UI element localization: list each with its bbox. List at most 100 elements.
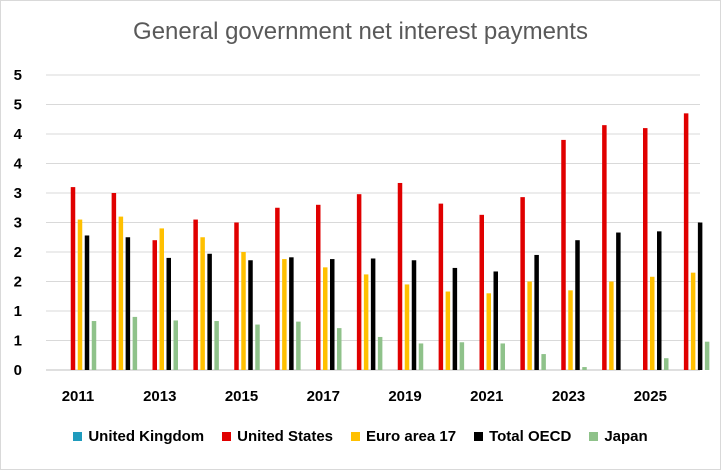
bar-total-oecd [330,259,335,370]
bar-united-states [111,193,117,370]
bar-euro-area-17 [323,267,328,370]
chart-legend: United Kingdom United States Euro area 17 T… [0,428,721,445]
chart-title: General government net interest payments [133,18,588,45]
bar-euro-area-17 [568,290,573,370]
bar-total-oecd [534,254,539,370]
bar-total-oecd [657,231,662,370]
bar-united-states [397,182,403,370]
bar-total-oecd [697,222,703,370]
bar-euro-area-17 [527,281,532,370]
legend-label: Total OECD [489,428,572,445]
legend-item: United Kingdom [73,428,204,445]
bar-japan [704,341,710,370]
bar-united-states [683,113,689,370]
bar-united-states [234,222,239,370]
legend-swatch [474,432,484,441]
bar-total-oecd [370,258,376,370]
bar-euro-area-17 [445,291,451,370]
bar-euro-area-17 [241,252,246,370]
bar-japan [500,343,505,370]
x-tick-label: 2013 [143,388,176,405]
bar-euro-area-17 [486,293,491,370]
bar-japan [214,321,219,370]
bar-japan [91,321,97,370]
y-tick-label: 4 [14,126,23,143]
bar-united-states [643,128,648,370]
y-tick-label: 5 [14,97,22,114]
bar-total-oecd [166,257,171,370]
bar-euro-area-17 [200,237,205,370]
bar-euro-area-17 [650,276,655,370]
x-tick-label: 2023 [552,388,585,405]
legend-item: Euro area 17 [351,428,456,445]
x-tick-label: 2017 [307,388,340,405]
legend-swatch [222,432,232,441]
bar-japan [541,354,546,370]
bar-united-states [479,214,484,370]
bar-united-states [152,240,157,370]
bar-japan [296,321,301,370]
y-tick-label: 0 [14,362,22,379]
bar-united-states [561,139,566,370]
x-tick-label: 2015 [225,388,258,405]
y-tick-label: 1 [14,333,22,350]
y-tick-label: 1 [14,303,22,320]
bar-united-states [316,204,321,370]
bar-united-states [602,125,607,371]
y-tick-label: 5 [14,67,22,84]
y-tick-label: 2 [14,274,22,291]
x-tick-label: 2025 [634,388,667,405]
bar-euro-area-17 [77,219,83,370]
bar-euro-area-17 [690,272,696,370]
bar-japan [582,367,587,370]
bar-total-oecd [411,260,417,370]
bar-euro-area-17 [363,274,369,370]
bar-united-states [438,203,444,370]
bar-total-oecd [84,235,90,370]
y-tick-label: 3 [14,215,22,232]
legend-item: Japan [589,428,648,445]
bar-total-oecd [289,257,294,370]
bar-united-states [70,187,76,370]
y-tick-label: 4 [14,156,23,173]
legend-item: Total OECD [474,428,571,445]
legend-swatch [73,432,83,441]
bar-japan [173,320,178,370]
legend-label: United States [237,428,334,445]
bar-total-oecd [207,253,212,370]
bar-united-states [356,194,362,370]
legend-label: Euro area 17 [366,428,457,445]
bar-euro-area-17 [282,259,287,370]
bar-total-oecd [616,232,621,370]
bar-total-oecd [575,240,580,370]
bar-euro-area-17 [609,281,614,370]
bar-united-states [275,207,280,370]
bar-euro-area-17 [159,228,164,370]
legend-swatch [589,432,599,441]
x-tick-label: 2021 [470,388,503,405]
bar-euro-area-17 [118,216,124,370]
legend-swatch [351,432,361,441]
bar-euro-area-17 [404,284,410,370]
bar-japan [459,342,465,370]
bar-japan [132,316,138,370]
bar-japan [418,343,424,370]
y-tick-label: 3 [14,185,22,202]
bar-total-oecd [248,260,253,370]
bar-total-oecd [125,237,131,370]
legend-item: United States [222,428,333,445]
bar-united-states [520,197,525,370]
bar-total-oecd [452,267,458,370]
bar-united-states [193,219,198,370]
bar-japan [255,324,260,370]
legend-label: Japan [604,428,648,445]
x-tick-label: 2011 [62,388,95,405]
y-tick-label: 2 [14,244,22,261]
bar-total-oecd [493,271,498,370]
bar-japan [664,358,669,370]
bar-japan [377,336,383,370]
x-tick-label: 2019 [388,388,421,405]
bar-japan [337,328,342,370]
legend-label: United Kingdom [88,428,205,445]
